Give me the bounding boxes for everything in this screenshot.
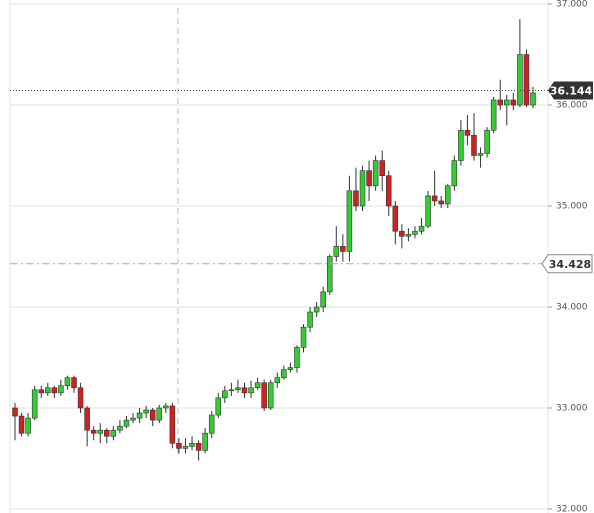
candle-body xyxy=(510,99,517,106)
candle-body xyxy=(438,200,444,205)
candle-body xyxy=(254,382,261,389)
candle-body xyxy=(12,407,18,417)
candle-body xyxy=(195,443,202,451)
candle-body xyxy=(399,230,405,237)
candle-body xyxy=(490,99,497,131)
candle-body xyxy=(130,417,136,421)
candle-body xyxy=(248,387,254,394)
last-price-label: 36.144 xyxy=(550,84,593,97)
candle-body xyxy=(235,387,241,391)
candle-body xyxy=(261,382,267,409)
candle-body xyxy=(110,429,117,437)
y-tick-label: 36.000 xyxy=(556,101,588,111)
candle-body xyxy=(418,225,425,232)
candle-body xyxy=(25,417,31,434)
candle-body xyxy=(326,256,333,293)
candle-body xyxy=(294,347,300,368)
y-tick-label: 34.000 xyxy=(556,302,588,312)
candle-body xyxy=(504,99,510,106)
candle-body xyxy=(77,387,84,409)
crosshair-label: 34.428 xyxy=(549,258,591,271)
candle-body xyxy=(182,446,189,449)
candle-body xyxy=(90,429,97,434)
candle-body xyxy=(38,389,44,394)
candle-body xyxy=(477,153,484,156)
candle-body xyxy=(189,443,195,447)
last-price-tag xyxy=(548,81,593,100)
y-tick-label: 33.000 xyxy=(556,403,588,413)
candle-body xyxy=(346,190,353,252)
candle-body xyxy=(366,170,372,187)
candle-body xyxy=(412,230,418,235)
candle-body xyxy=(320,291,326,308)
candle-body xyxy=(228,389,235,392)
candle-body xyxy=(222,390,228,399)
candle-body xyxy=(497,99,503,106)
candle-body xyxy=(287,367,294,370)
candle-body xyxy=(18,415,25,434)
candle-body xyxy=(143,409,149,414)
candle-body xyxy=(451,160,458,187)
candle-body xyxy=(202,432,208,451)
candle-body xyxy=(340,246,346,252)
candle-body xyxy=(353,190,359,207)
candle-body xyxy=(517,54,523,106)
candle-body xyxy=(104,429,110,437)
candle-body xyxy=(123,419,130,427)
candle-body xyxy=(45,387,51,394)
candle-body xyxy=(117,425,123,431)
y-tick-label: 32.000 xyxy=(556,504,588,513)
candle-body xyxy=(425,195,431,227)
candle-body xyxy=(149,409,156,421)
candle-body xyxy=(64,377,71,387)
candle-body xyxy=(281,369,287,378)
candle-body xyxy=(176,443,182,449)
candle-body xyxy=(51,387,58,394)
candle-body xyxy=(445,185,451,205)
candle-body xyxy=(169,405,176,444)
candle-body xyxy=(530,92,536,106)
candle-body xyxy=(313,306,320,313)
candle-body xyxy=(405,233,412,237)
candle-body xyxy=(307,311,313,328)
candle-body xyxy=(385,175,392,207)
candle-body xyxy=(392,205,399,232)
candle-body xyxy=(267,382,274,409)
candle-body xyxy=(31,389,38,419)
candle-body xyxy=(523,54,530,106)
candle-body xyxy=(71,377,77,389)
candle-body xyxy=(215,397,222,416)
candle-body xyxy=(136,412,143,419)
y-tick-label: 37.000 xyxy=(556,0,588,10)
candle-body xyxy=(471,135,477,156)
candle-body xyxy=(431,195,438,202)
candle-body xyxy=(333,246,340,257)
candle-body xyxy=(156,407,163,421)
candle-body xyxy=(359,170,366,207)
candle-body xyxy=(208,414,215,434)
candle-body xyxy=(372,160,379,187)
candle-body xyxy=(379,160,385,177)
candle-body xyxy=(97,429,103,434)
candle-body xyxy=(84,407,90,431)
candle-body xyxy=(241,387,248,394)
candle-body xyxy=(458,129,464,161)
candle-body xyxy=(464,129,471,136)
candle-body xyxy=(484,129,490,154)
candle-body xyxy=(274,377,281,384)
candle-body xyxy=(163,405,169,409)
crosshair-tag xyxy=(541,254,593,274)
y-tick-label: 35.000 xyxy=(556,202,588,212)
candle-body xyxy=(300,326,307,348)
candle-body xyxy=(58,385,64,394)
